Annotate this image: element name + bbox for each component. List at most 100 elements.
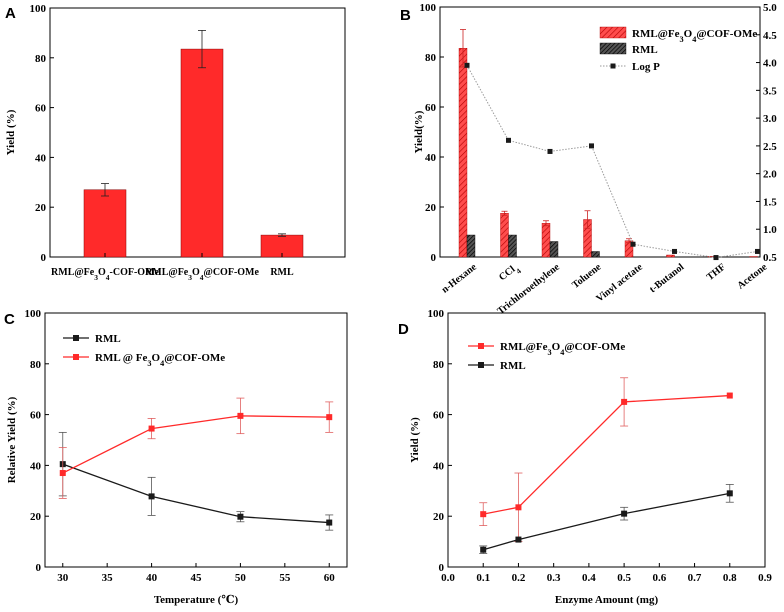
panel-letter-c: C <box>4 311 15 328</box>
b-logp-marker <box>464 62 470 68</box>
b-bar-black <box>466 234 476 258</box>
d-marker <box>726 392 733 399</box>
a-y-tick-label: 40 <box>35 152 47 164</box>
a-bar <box>83 189 127 258</box>
b-bar-red <box>749 256 758 258</box>
c-x-tick-label: 55 <box>279 572 291 584</box>
a-category-label: RML <box>270 267 294 278</box>
b-bar-red <box>458 48 468 258</box>
c-marker <box>59 470 66 477</box>
d-y-tick-label: 0 <box>439 562 445 574</box>
d-marker <box>726 490 733 497</box>
d-marker <box>515 504 522 511</box>
d-x-axis-label: Enzyme Amount (mg) <box>555 594 659 606</box>
c-marker <box>326 414 333 421</box>
c-y-axis-label: Relative Yield (%) <box>6 396 18 483</box>
d-marker <box>480 546 487 553</box>
c-marker <box>148 425 155 432</box>
d-x-tick-label: 0.6 <box>652 572 666 584</box>
c-series-line <box>62 415 330 474</box>
c-y-tick-label: 40 <box>30 460 42 472</box>
b-logp-marker <box>672 248 677 254</box>
b-y2-tick-label: 4.5 <box>763 30 777 42</box>
b-category-label: THF <box>705 262 728 283</box>
b-y-axis-label: Yield(%) <box>413 110 425 153</box>
c-y-tick-label: 0 <box>36 562 42 574</box>
c-legend-marker <box>73 354 79 360</box>
b-y2-tick-label: 1.5 <box>763 196 777 208</box>
a-y-axis-label: Yield (%) <box>5 109 17 155</box>
c-marker <box>237 412 244 419</box>
panel-letter-b: B <box>400 7 411 24</box>
d-x-tick-label: 0.4 <box>582 572 596 584</box>
b-legend-swatch-red <box>599 26 627 39</box>
b-bar-red <box>666 254 675 258</box>
b-y-tick-label: 60 <box>425 102 437 114</box>
c-legend-label: RML @ Fe3O4@COF-OMe <box>95 352 225 368</box>
c-series-line <box>62 463 330 524</box>
c-marker <box>326 519 333 526</box>
b-logp-line <box>466 65 758 259</box>
b-bar-black <box>549 241 559 258</box>
d-y-tick-label: 100 <box>428 308 445 320</box>
b-y2-tick-label: 1.0 <box>763 224 777 236</box>
c-x-tick-label: 40 <box>146 572 158 584</box>
b-y2-tick-label: 5.0 <box>763 2 777 14</box>
b-bar-black <box>591 251 600 258</box>
a-bar <box>180 48 224 258</box>
b-legend-swatch-black <box>599 42 627 55</box>
b-category-label: Acetone <box>735 261 769 291</box>
a-category-label: RML@Fe3O4-COF-OMe <box>51 267 159 282</box>
d-marker <box>621 510 628 517</box>
a-y-tick-label: 60 <box>35 103 47 115</box>
panel-b: 0 20 40 60 80 100 0.5 1.0 1.5 2.0 2.5 3.0 3.5 4.0 4.5 5… <box>413 2 777 317</box>
panel-d: 0 20 40 60 80 100 0.0 0.1 0.2 0.3 0.4 0.5 0.6 0.7 0.8 0… <box>409 308 772 606</box>
b-category-label: Vinyl acetate <box>594 261 645 304</box>
b-bar-black <box>508 234 517 258</box>
d-legend-label: RML@Fe3O4@COF-OMe <box>500 341 625 357</box>
b-legend-label-logp: Log P <box>632 61 660 73</box>
c-x-tick-label: 50 <box>235 572 247 584</box>
d-x-tick-label: 0.8 <box>723 572 737 584</box>
c-marker <box>148 493 155 500</box>
plot-frame <box>439 6 761 258</box>
b-legend-label-red: RML@Fe3O4@COF-OMe <box>632 28 757 44</box>
a-y-tick-label: 0 <box>41 252 47 264</box>
d-x-tick-label: 0.9 <box>758 572 772 584</box>
d-x-tick-label: 0.0 <box>441 572 455 584</box>
d-y-tick-label: 60 <box>433 410 445 422</box>
d-series-line <box>483 394 730 515</box>
b-y-tick-label: 20 <box>425 202 437 214</box>
d-marker <box>621 398 628 405</box>
d-marker <box>480 511 487 518</box>
c-x-tick-label: 45 <box>191 572 203 584</box>
b-y2-tick-label: 3.0 <box>763 113 777 125</box>
panel-letter-d: D <box>398 321 409 338</box>
d-x-tick-label: 0.5 <box>617 572 631 584</box>
b-category-label: n-Hexane <box>440 261 480 295</box>
b-y2-tick-label: 2.5 <box>763 141 777 153</box>
panel-letter-a: A <box>5 5 16 22</box>
b-y2-tick-label: 3.5 <box>763 85 777 97</box>
d-legend-label: RML <box>500 360 526 372</box>
c-y-tick-label: 100 <box>25 308 42 320</box>
d-x-tick-label: 0.3 <box>547 572 561 584</box>
b-logp-marker <box>755 248 760 254</box>
b-logp-marker <box>630 241 636 247</box>
b-bar-red <box>500 213 509 258</box>
b-logp-marker <box>713 255 719 261</box>
d-x-tick-label: 0.1 <box>476 572 490 584</box>
a-y-tick-label: 20 <box>35 202 47 214</box>
d-legend-marker <box>478 362 484 368</box>
c-legend-marker <box>73 335 79 341</box>
d-y-tick-label: 80 <box>433 359 445 371</box>
b-bar-red <box>541 223 551 258</box>
a-y-tick-label: 80 <box>35 53 47 65</box>
panel-c: 0 20 40 60 80 100 30 35 40 45 50 55 60 Temperature (℃… <box>6 308 348 606</box>
b-y2-tick-label: 0.5 <box>763 252 777 264</box>
b-legend-marker-logp <box>610 63 616 69</box>
d-y-axis-label: Yield (%) <box>409 417 421 463</box>
b-y-tick-label: 0 <box>431 252 437 264</box>
